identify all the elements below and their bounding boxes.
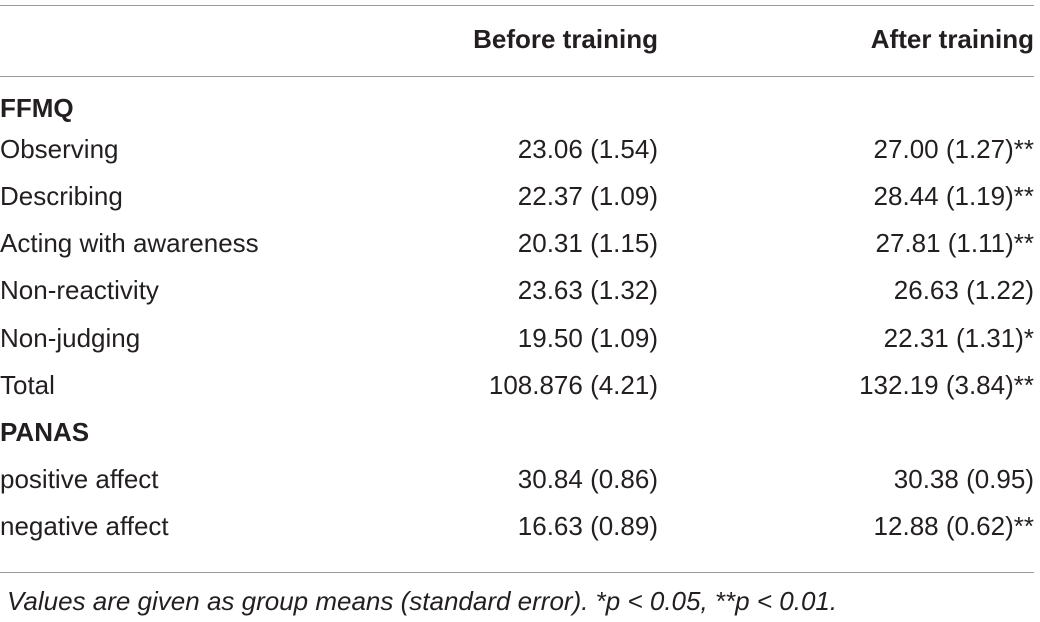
table-row: Non-judging 19.50 (1.09) 22.31 (1.31)* — [0, 314, 1034, 361]
after-value: 27.81 (1.11)** — [875, 228, 1034, 259]
before-value: 19.50 (1.09) — [517, 322, 658, 353]
table-footnote: Values are given as group means (standar… — [7, 586, 838, 616]
row-label: Describing — [0, 180, 123, 211]
before-value: 20.31 (1.15) — [517, 228, 658, 259]
row-label: positive affect — [0, 464, 159, 495]
row-label: Non-reactivity — [0, 275, 159, 306]
after-value: 28.44 (1.19)** — [873, 180, 1034, 211]
header-label — [0, 0, 340, 78]
before-value: 23.63 (1.32) — [517, 275, 658, 306]
after-value: 27.00 (1.27)** — [873, 133, 1034, 164]
row-label: negative affect — [0, 511, 169, 542]
table-row: Describing 22.37 (1.09) 28.44 (1.19)** — [0, 172, 1034, 219]
table-row: positive affect 30.84 (0.86) 30.38 (0.95… — [0, 456, 1034, 503]
table-row: Non-reactivity 23.63 (1.32) 26.63 (1.22) — [0, 267, 1034, 314]
table-header-rule — [0, 76, 1034, 77]
table-row: Acting with awareness 20.31 (1.15) 27.81… — [0, 220, 1034, 267]
after-value: 22.31 (1.31)* — [883, 322, 1034, 353]
table-top-rule — [0, 5, 1034, 6]
table-body: FFMQ Observing 23.06 (1.54) 27.00 (1.27)… — [0, 78, 1034, 550]
before-value: 16.63 (0.89) — [517, 511, 658, 542]
section-title: FFMQ — [0, 92, 74, 123]
row-label: Observing — [0, 133, 119, 164]
row-label: Acting with awareness — [0, 228, 259, 259]
header-row: Before training After training — [0, 0, 1034, 78]
after-value: 132.19 (3.84)** — [859, 369, 1034, 400]
table-row: Observing 23.06 (1.54) 27.00 (1.27)** — [0, 125, 1034, 172]
table-bottom-rule — [0, 572, 1034, 573]
before-value: 23.06 (1.54) — [517, 133, 658, 164]
table-header: Before training After training — [0, 0, 1034, 78]
before-value: 30.84 (0.86) — [517, 464, 658, 495]
results-table: Before training After training FFMQ Obse… — [0, 0, 1034, 550]
header-before-training: Before training — [473, 24, 658, 54]
before-value: 22.37 (1.09) — [517, 180, 658, 211]
table-row: negative affect 16.63 (0.89) 12.88 (0.62… — [0, 503, 1034, 550]
row-label: Total — [0, 369, 55, 400]
row-label: Non-judging — [0, 322, 141, 353]
table-row: Total 108.876 (4.21) 132.19 (3.84)** — [0, 361, 1034, 408]
header-after-training: After training — [870, 24, 1034, 54]
before-value: 108.876 (4.21) — [488, 369, 658, 400]
section-row-panas: PANAS — [0, 408, 1034, 455]
section-title: PANAS — [0, 416, 90, 447]
after-value: 30.38 (0.95) — [893, 464, 1034, 495]
section-row-ffmq: FFMQ — [0, 78, 1034, 125]
after-value: 26.63 (1.22) — [893, 275, 1034, 306]
after-value: 12.88 (0.62)** — [873, 511, 1034, 542]
